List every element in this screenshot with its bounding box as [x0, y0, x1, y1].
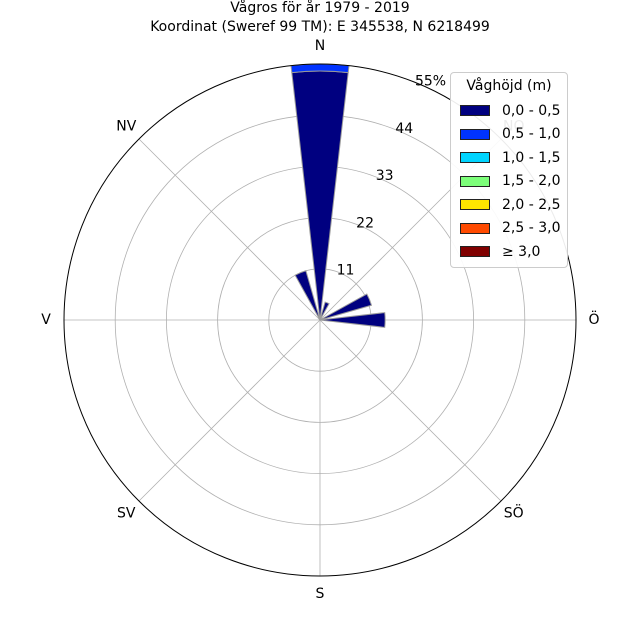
- polar-frame: [63, 63, 577, 577]
- legend-item: 2,5 - 3,0: [457, 217, 561, 241]
- chart-subtitle: Koordinat (Sweref 99 TM): E 345538, N 62…: [150, 19, 490, 35]
- legend-item: 1,5 - 2,0: [457, 170, 561, 194]
- radial-tick-label: 44: [395, 121, 413, 137]
- direction-label: SV: [117, 506, 136, 522]
- legend-label: 1,0 - 1,5: [502, 149, 561, 166]
- grid-spoke: [319, 319, 502, 502]
- rose-bar-segment: [319, 312, 386, 328]
- legend-swatch: [460, 175, 490, 187]
- rose-bar-segment: [319, 301, 330, 321]
- legend-item: 2,0 - 2,5: [457, 193, 561, 217]
- legend-item: 1,0 - 1,5: [457, 146, 561, 170]
- legend-swatch: [460, 199, 490, 211]
- direction-label: S: [316, 586, 325, 602]
- radial-tick-label: 33: [376, 168, 394, 184]
- legend-swatch: [460, 152, 490, 164]
- legend-item: ≥ 3,0: [457, 240, 561, 264]
- legend-label: 0,5 - 1,0: [502, 126, 561, 143]
- direction-label: Ö: [588, 310, 599, 328]
- legend: Våghöjd (m) 0,0 - 0,5 0,5 - 1,0 1,0 - 1,5 1…: [450, 72, 568, 268]
- legend-item: 0,0 - 0,5: [457, 99, 561, 123]
- legend-swatch: [460, 222, 490, 234]
- rose-bar-segment: [319, 293, 373, 321]
- legend-item: 0,5 - 1,0: [457, 123, 561, 147]
- legend-title: Våghöjd (m): [466, 78, 552, 94]
- chart-title: Vågros för år 1979 - 2019: [230, 0, 410, 16]
- legend-swatch: [460, 246, 490, 258]
- grid-spoke: [138, 319, 321, 502]
- legend-swatch: [460, 128, 490, 140]
- direction-label: N: [315, 38, 325, 54]
- legend-label: 2,5 - 3,0: [502, 220, 561, 237]
- legend-label: 0,0 - 0,5: [502, 102, 561, 119]
- direction-label: V: [41, 312, 51, 328]
- direction-label: NV: [116, 118, 136, 134]
- direction-label: SÖ: [504, 504, 524, 522]
- legend-label: 1,5 - 2,0: [502, 173, 561, 190]
- radial-tick-label: 55%: [415, 73, 446, 89]
- radial-tick-label: 11: [337, 263, 355, 279]
- rose-bar-segment: [294, 270, 321, 321]
- legend-label: ≥ 3,0: [502, 243, 541, 260]
- grid-spoke: [138, 138, 321, 321]
- legend-label: 2,0 - 2,5: [502, 196, 561, 213]
- legend-swatch: [460, 105, 490, 117]
- radial-tick-label: 22: [356, 215, 374, 231]
